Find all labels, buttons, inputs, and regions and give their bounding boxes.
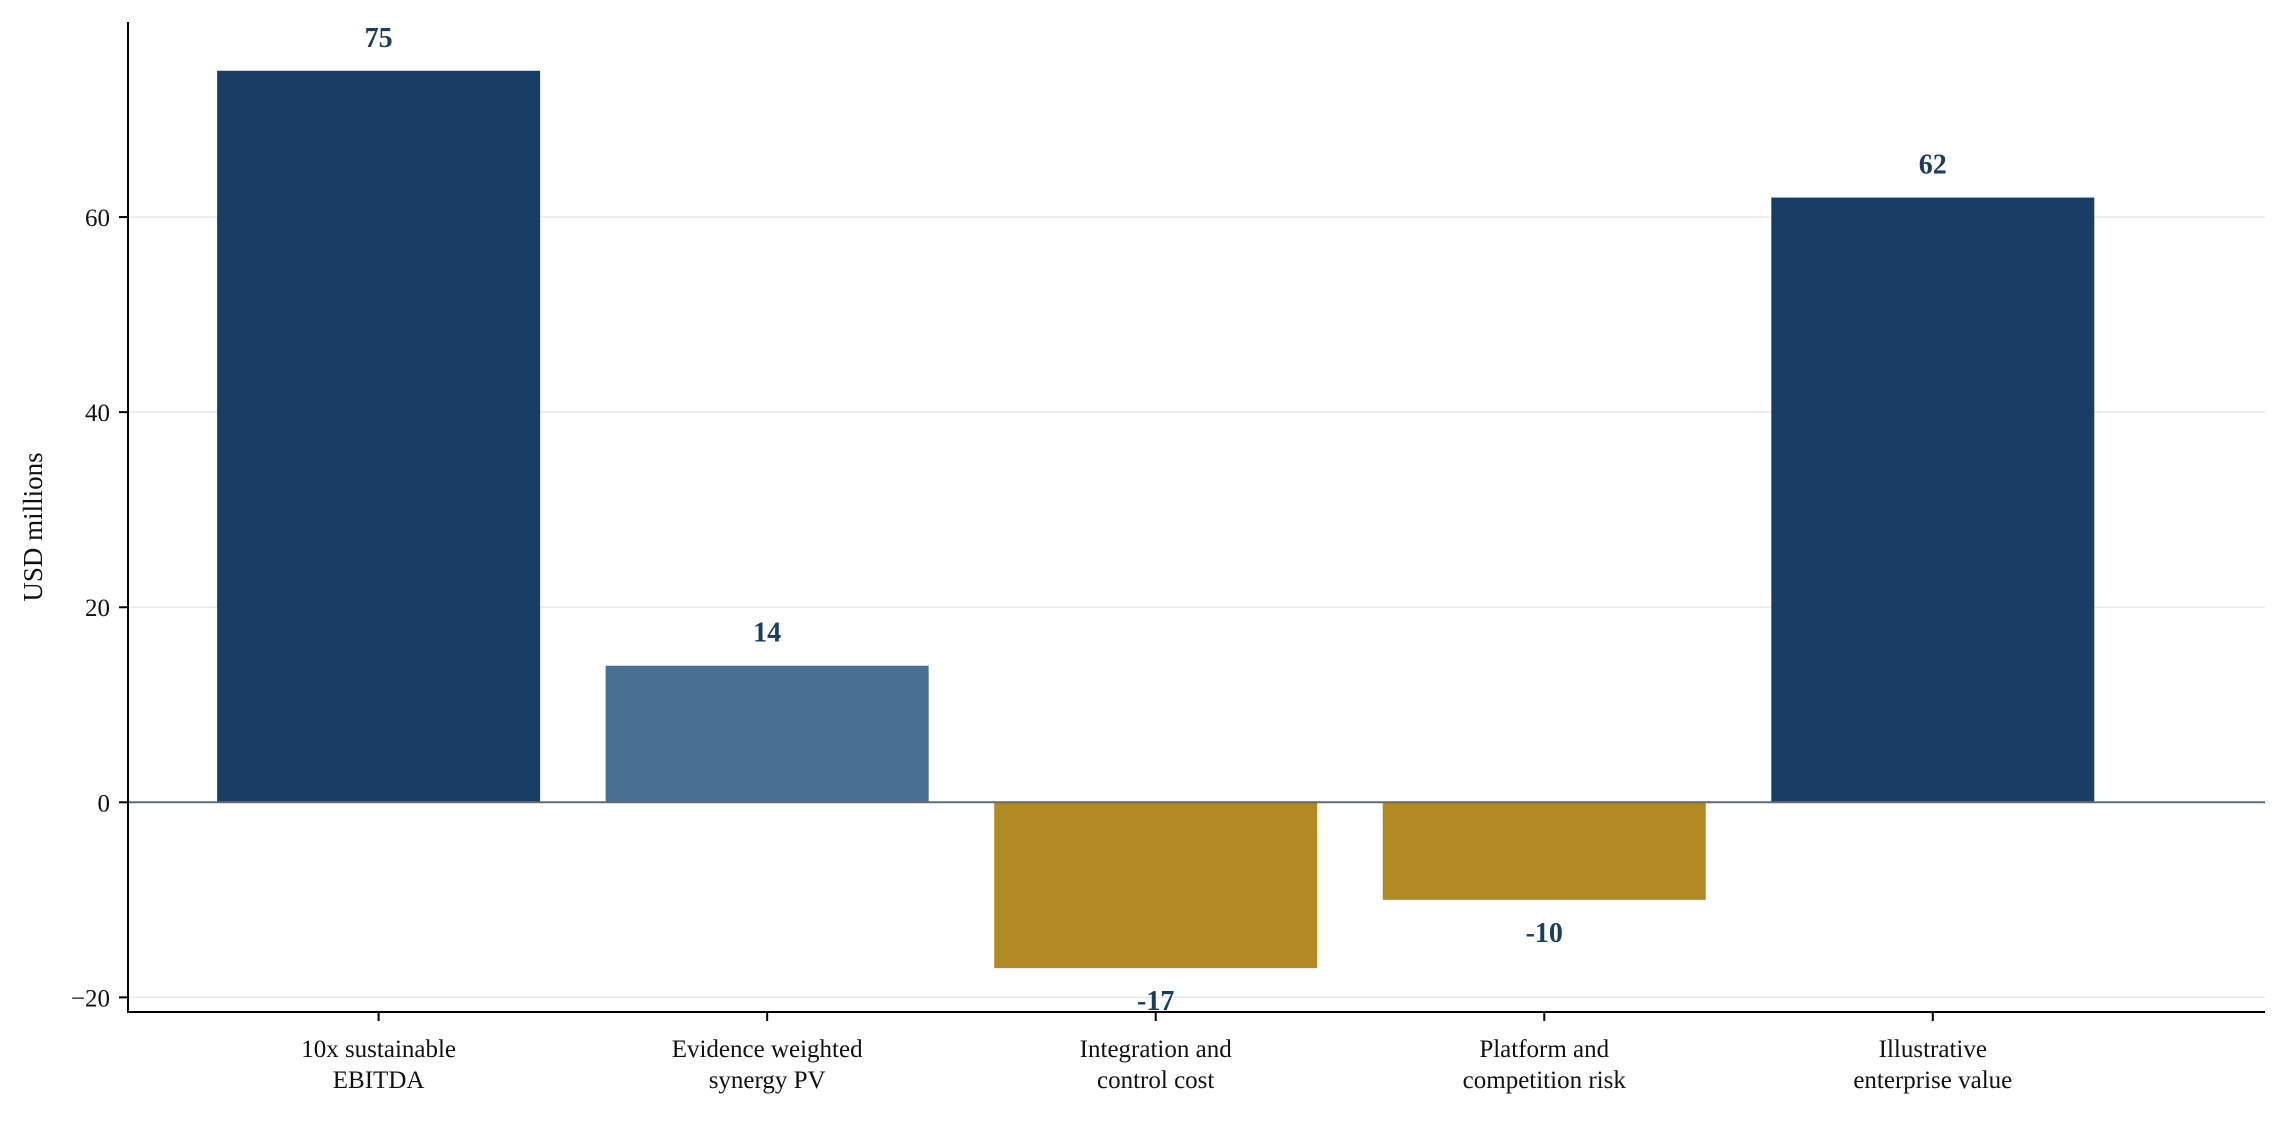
y-tick-label: 20 — [85, 595, 110, 622]
x-tick-label: Integration and — [1080, 1036, 1233, 1063]
y-tick-label: −20 — [71, 985, 110, 1012]
y-tick-label: 60 — [85, 205, 110, 232]
bar — [605, 665, 929, 803]
data-label: 62 — [1919, 150, 1947, 181]
y-tick-label: 40 — [85, 400, 110, 427]
x-tick-label: control cost — [1097, 1067, 1214, 1094]
data-label: -10 — [1526, 918, 1563, 949]
x-tick-label: EBITDA — [333, 1067, 425, 1094]
y-axis-label: USD millions — [18, 452, 48, 601]
y-tick-label: 0 — [98, 790, 111, 817]
x-tick-label: Platform and — [1479, 1036, 1609, 1063]
data-label: 75 — [365, 23, 393, 54]
bar — [1771, 197, 2095, 803]
x-tick-label: Evidence weighted — [672, 1036, 863, 1063]
x-tick-label: enterprise value — [1853, 1067, 2012, 1094]
x-tick-label: synergy PV — [709, 1067, 826, 1094]
data-label: 14 — [753, 618, 781, 649]
x-tick-label: competition risk — [1463, 1067, 1627, 1094]
bar — [1382, 802, 1706, 900]
bar — [994, 802, 1318, 969]
bar — [217, 70, 541, 803]
x-tick-label: 10x sustainable — [301, 1036, 456, 1063]
x-tick-label: Illustrative — [1879, 1036, 1987, 1063]
data-label: -17 — [1137, 986, 1174, 1017]
